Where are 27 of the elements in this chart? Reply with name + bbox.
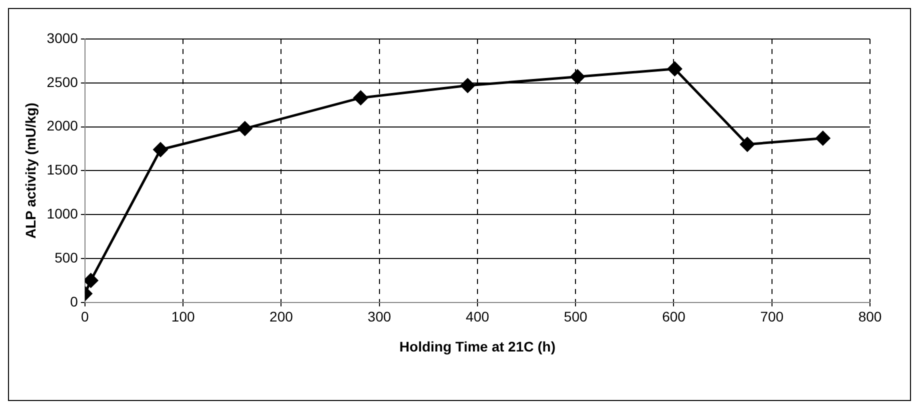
point <box>237 121 252 136</box>
point <box>570 69 586 84</box>
point <box>815 130 830 146</box>
x-tick-label: 700 <box>760 308 784 325</box>
x-tick-label: 0 <box>81 308 90 325</box>
x-tick-label: 600 <box>662 308 686 325</box>
y-tick-label: 1000 <box>46 205 78 222</box>
x-tick-label: 500 <box>564 308 588 325</box>
y-tick-label: 1500 <box>46 162 78 178</box>
y-tick-label: 0 <box>70 293 78 310</box>
x-axis-title: Holding Time at 21C (h) <box>399 338 556 354</box>
y-tick-label: 2000 <box>46 118 78 134</box>
y-tick-label: 3000 <box>46 30 78 46</box>
point <box>153 142 168 158</box>
point <box>740 136 755 152</box>
y-tick-label: 2500 <box>46 74 78 90</box>
point <box>667 61 682 76</box>
x-tick-label: 800 <box>858 308 882 325</box>
x-tick-label: 400 <box>466 308 490 325</box>
point <box>353 90 368 106</box>
y-tick-label: 500 <box>54 249 78 266</box>
x-tick-label: 300 <box>368 308 392 325</box>
x-tick-label: 200 <box>270 308 294 325</box>
x-tick-label: 100 <box>171 308 195 325</box>
point <box>460 78 476 94</box>
y-axis-title: ALP activity (mU/kg) <box>22 102 38 239</box>
point <box>84 272 98 288</box>
